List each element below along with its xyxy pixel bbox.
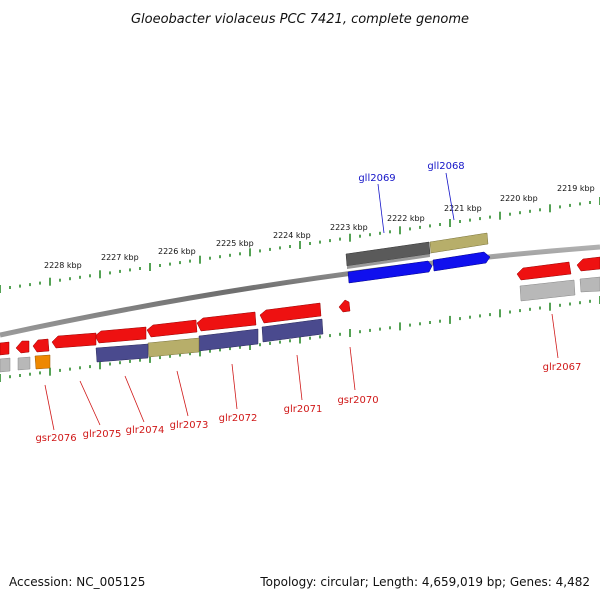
leader-line — [551, 313, 559, 359]
accession-text: Accession: NC_005125 — [9, 575, 145, 589]
gene-label-gll2068[interactable]: gll2068 — [427, 161, 464, 172]
kbp-labels: 2228 kbp 2227 kbp 2226 kbp 2225 kbp 2224… — [44, 184, 595, 270]
kbp-label: 2223 kbp — [330, 223, 368, 232]
gene-glr2071-lower[interactable] — [261, 318, 324, 343]
kbp-label: 2220 kbp — [500, 194, 538, 203]
gene-label-glr2075[interactable]: glr2075 — [83, 429, 122, 440]
gene-label-gsr2070[interactable]: gsr2070 — [337, 395, 378, 406]
leader-line — [349, 346, 356, 391]
gene-partial-lower[interactable] — [17, 356, 31, 371]
kbp-label: 2225 kbp — [216, 239, 254, 248]
genome-summary-text: Topology: circular; Length: 4,659,019 bp… — [259, 575, 590, 589]
gene-partial[interactable] — [576, 256, 600, 272]
gene-label-glr2067[interactable]: glr2067 — [543, 362, 582, 373]
kbp-label: 2224 kbp — [273, 231, 311, 240]
gene-label-gsr2076[interactable]: gsr2076 — [35, 433, 76, 444]
gene-gll2069[interactable] — [347, 260, 433, 284]
gene-gsr2076-lower[interactable] — [34, 354, 51, 370]
gene-gll2069-upper-shade — [347, 254, 430, 269]
forward-labels: gll2069 gll2068 — [358, 161, 465, 234]
gene-partial-lower[interactable] — [579, 276, 600, 293]
kbp-label: 2228 kbp — [44, 261, 82, 270]
gene-label-glr2071[interactable]: glr2071 — [284, 404, 323, 415]
leader-line — [124, 375, 145, 423]
gene-partial[interactable] — [15, 340, 30, 354]
map-title: Gloeobacter violaceus PCC 7421, complete… — [131, 12, 469, 27]
outer-scale-ticks — [0, 197, 600, 293]
gene-label-glr2072[interactable]: glr2072 — [219, 413, 258, 424]
gene-gsr2070[interactable] — [338, 299, 351, 313]
leader-line — [377, 183, 385, 234]
kbp-label: 2221 kbp — [444, 204, 482, 213]
gene-partial-lower[interactable] — [0, 357, 11, 373]
gene-glr2072[interactable] — [196, 311, 257, 332]
leader-line — [231, 363, 238, 410]
gene-gll2068[interactable] — [432, 251, 491, 272]
kbp-label: 2227 kbp — [101, 253, 139, 262]
gene-glr2067[interactable] — [516, 261, 572, 281]
gene-glr2067-lower[interactable] — [519, 279, 576, 302]
reverse-genes — [0, 256, 600, 373]
leader-line — [44, 384, 55, 431]
gene-label-gll2069[interactable]: gll2069 — [358, 173, 395, 184]
kbp-label: 2222 kbp — [387, 214, 425, 223]
kbp-label: 2226 kbp — [158, 247, 196, 256]
gene-glr2073[interactable] — [146, 319, 198, 338]
gene-glr2075[interactable] — [51, 332, 97, 349]
gene-partial[interactable] — [0, 341, 10, 356]
kbp-label: 2219 kbp — [557, 184, 595, 193]
leader-line — [176, 370, 189, 417]
gene-gll2068-upper[interactable] — [429, 232, 489, 254]
leader-line — [296, 354, 303, 401]
gene-label-glr2074[interactable]: glr2074 — [126, 425, 165, 436]
gene-gsr2076[interactable] — [32, 338, 50, 353]
reverse-labels: gsr2076 glr2075 glr2074 glr2073 glr2072 … — [35, 313, 582, 444]
gene-glr2072-lower[interactable] — [198, 328, 259, 352]
gene-glr2074[interactable] — [94, 326, 147, 344]
gene-glr2071[interactable] — [259, 302, 322, 324]
gene-glr2074-lower[interactable] — [95, 343, 149, 363]
leader-line — [445, 172, 455, 221]
gene-glr2073-lower[interactable] — [147, 337, 200, 358]
leader-line — [79, 380, 101, 426]
gene-label-glr2073[interactable]: glr2073 — [170, 420, 209, 431]
genome-backbone — [0, 244, 600, 338]
forward-genes — [345, 232, 491, 284]
